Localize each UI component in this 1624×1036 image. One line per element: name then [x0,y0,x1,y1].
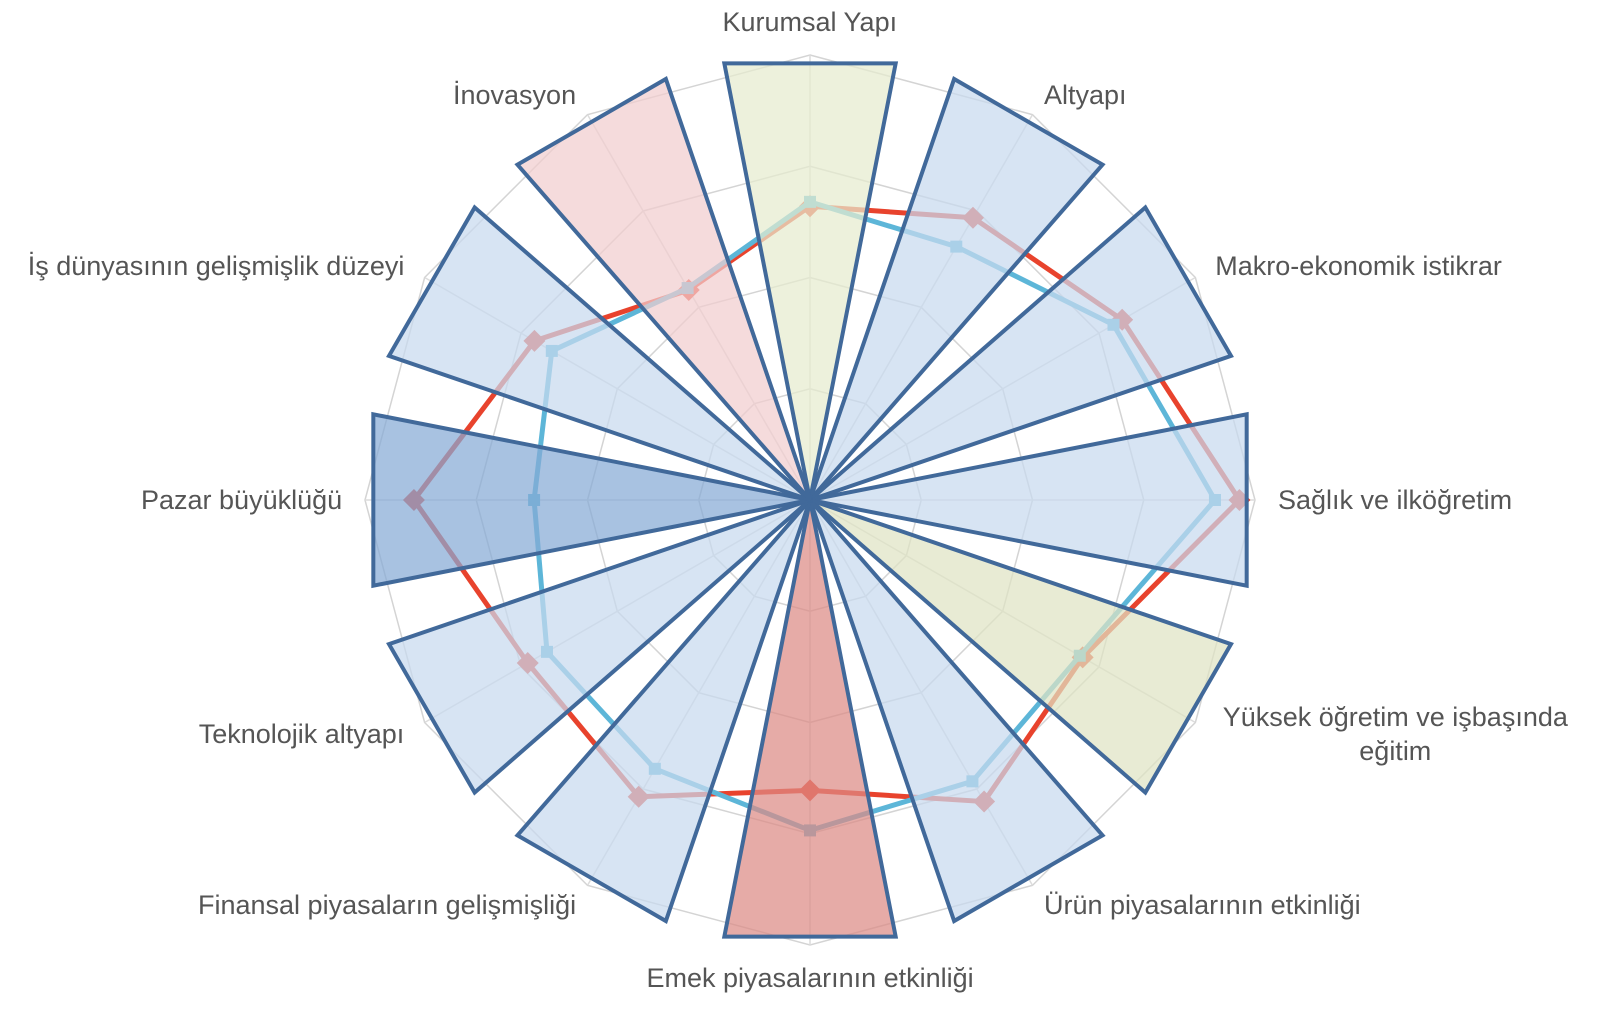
category-label: Finansal piyasaların gelişmişliği [198,890,577,921]
category-label: Yüksek öğretim ve işbaşında eğitim [1222,702,1568,766]
category-label: Pazar büyüklüğü [141,485,343,515]
category-label: Kurumsal Yapı [722,7,898,37]
wedge [808,498,1234,796]
wedge [809,411,1249,589]
wedge [808,76,1106,502]
wedge [386,498,812,796]
category-label: Emek piyasalarının etkinliği [646,963,974,993]
wedge [721,61,899,501]
wedge [808,498,1106,924]
wedge [386,204,812,502]
category-label: İnovasyon [453,79,577,110]
category-label: Altyapı [1044,79,1127,110]
category-label: Makro-ekonomik istikrar [1215,251,1502,281]
category-label: Sağlık ve ilköğretim [1278,485,1513,515]
wedge [514,76,812,502]
wedge [371,411,811,589]
wedge [721,499,899,939]
wedge [808,204,1234,502]
category-label: Teknolojik altyapı [198,719,405,749]
wedge [514,498,812,924]
category-label: İş dünyasının gelişmişlik düzeyi [27,251,405,281]
category-label: Ürün piyasalarının etkinliği [1044,890,1361,921]
